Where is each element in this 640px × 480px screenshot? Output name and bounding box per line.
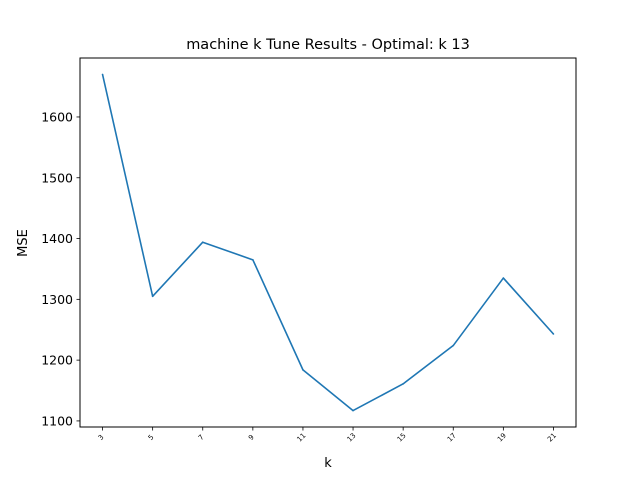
data-point (452, 344, 455, 347)
data-point (352, 409, 354, 412)
series-line (101, 74, 555, 412)
x-tick-label: 11 (296, 432, 308, 444)
data-point (502, 277, 505, 279)
plot-area-frame (79, 57, 577, 428)
y-tick-label: 1400 (41, 231, 73, 246)
data-point (201, 241, 204, 243)
y-tick-label: 1200 (41, 353, 73, 368)
x-tick-label: 21 (546, 432, 558, 444)
data-point (252, 259, 254, 261)
y-tick-label: 1500 (41, 170, 73, 185)
x-axis-label: k (324, 456, 332, 471)
x-tick-label: 17 (446, 432, 458, 444)
x-axis: 3 5 7 9 11 13 15 17 19 21 (97, 427, 558, 444)
data-point (151, 295, 154, 298)
x-tick-label: 19 (496, 432, 508, 444)
chart-title: machine k Tune Results - Optimal: k 13 (186, 37, 470, 53)
data-point (402, 383, 404, 385)
data-point (302, 369, 304, 371)
x-tick-label: 9 (247, 433, 256, 442)
y-axis-label: MSE (16, 229, 31, 257)
x-tick-label: 7 (197, 433, 206, 442)
y-tick-label: 1100 (41, 413, 73, 428)
series-group (101, 73, 555, 412)
y-tick-label: 1600 (41, 109, 73, 124)
y-axis: 1100 1200 1300 1400 1500 1600 (41, 109, 80, 428)
x-tick-label: 13 (346, 432, 358, 444)
data-point (101, 73, 104, 76)
x-tick-label: 15 (396, 432, 408, 444)
x-tick-label: 3 (97, 433, 106, 442)
data-point (552, 333, 555, 335)
x-tick-label: 5 (147, 433, 156, 442)
y-tick-label: 1300 (41, 292, 73, 307)
